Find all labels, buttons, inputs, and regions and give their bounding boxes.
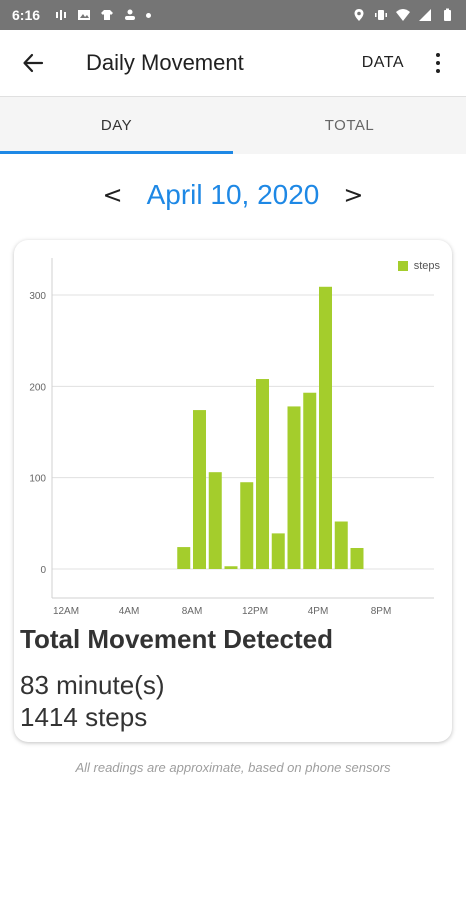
- wifi-icon: [396, 9, 410, 21]
- steps-bar: [334, 521, 348, 569]
- system-icons: [352, 8, 454, 22]
- steps-bar: [319, 286, 332, 569]
- voicemail-icon: [56, 10, 67, 20]
- legend-label: steps: [413, 260, 440, 272]
- person-icon: [125, 9, 136, 20]
- arrow-left-icon: [23, 53, 44, 73]
- steps-bar: [271, 533, 285, 569]
- notification-icons: [54, 8, 152, 22]
- x-tick-label: 8AM: [182, 606, 203, 617]
- location-icon: [354, 9, 364, 21]
- back-button[interactable]: [0, 30, 66, 96]
- date-navigator: < April 10, 2020 >: [0, 170, 466, 220]
- shirt-icon: [101, 10, 114, 20]
- tab-bar: DAY TOTAL: [0, 96, 466, 154]
- x-tick-label: 12PM: [242, 606, 268, 617]
- steps-bar: [224, 566, 238, 569]
- y-tick-label: 0: [40, 565, 46, 576]
- y-tick-label: 300: [29, 291, 46, 302]
- next-day-button[interactable]: >: [343, 181, 364, 209]
- steps-bar: [256, 379, 269, 569]
- chart-legend: steps: [397, 260, 440, 272]
- selected-date[interactable]: April 10, 2020: [146, 179, 320, 210]
- y-tick-label: 200: [29, 382, 46, 393]
- data-button[interactable]: DATA: [361, 54, 404, 71]
- x-tick-label: 8PM: [371, 606, 392, 617]
- status-bar: 6:16: [0, 0, 466, 30]
- status-time: 6:16: [12, 7, 41, 23]
- battery-icon: [444, 8, 451, 21]
- more-notifications-icon: [146, 12, 152, 18]
- app-bar: Daily Movement DATA: [0, 30, 466, 96]
- steps-bar: [240, 482, 254, 569]
- x-tick-label: 4AM: [119, 606, 140, 617]
- legend-swatch: [397, 261, 408, 271]
- steps-bar: [208, 472, 222, 569]
- x-tick-label: 12AM: [53, 606, 79, 617]
- page-title: Daily Movement: [86, 50, 244, 75]
- disclaimer-note: All readings are approximate, based on p…: [75, 760, 391, 775]
- signal-icon: [419, 9, 431, 21]
- summary-title: Total Movement Detected: [20, 624, 334, 654]
- steps-bar: [303, 392, 317, 569]
- previous-day-button[interactable]: <: [102, 181, 123, 209]
- movement-card: 0 100 200 300 12AM 4AM 8AM 12PM 4PM 8PM steps Tot…: [14, 240, 452, 742]
- steps-bar: [350, 547, 364, 569]
- steps-bar-chart: 0 100 200 300 12AM 4AM 8AM 12PM 4PM 8PM: [29, 258, 434, 617]
- minutes-value: 83 minute(s): [20, 670, 165, 700]
- steps-bar: [193, 410, 206, 569]
- tab-day[interactable]: DAY: [0, 97, 233, 154]
- steps-bar: [287, 406, 301, 569]
- vibrate-icon: [375, 10, 387, 20]
- image-icon: [78, 10, 91, 20]
- x-tick-label: 4PM: [308, 606, 329, 617]
- y-tick-label: 100: [29, 474, 46, 485]
- steps-bar: [177, 547, 191, 569]
- steps-value: 1414 steps: [20, 702, 148, 732]
- more-options-icon[interactable]: [428, 43, 448, 83]
- tab-total[interactable]: TOTAL: [324, 117, 375, 134]
